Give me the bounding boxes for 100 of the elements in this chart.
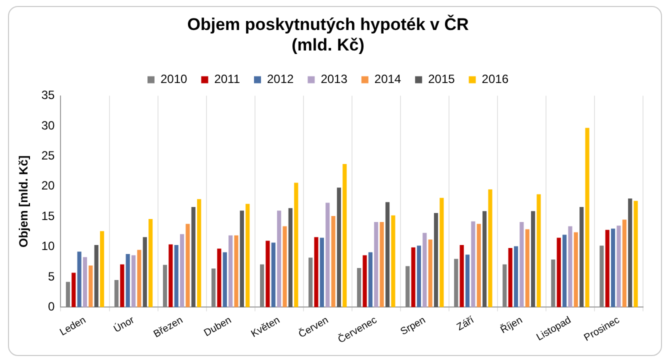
bar <box>428 240 432 308</box>
bar <box>331 216 336 308</box>
bar <box>180 234 184 308</box>
bar <box>82 257 88 308</box>
bar <box>362 255 367 308</box>
bar <box>368 252 372 308</box>
bar <box>611 228 616 308</box>
bar <box>131 255 136 308</box>
bar <box>228 235 233 308</box>
legend-label: 2011 <box>214 72 240 86</box>
legend-label: 2013 <box>320 72 348 86</box>
x-tick-label: Únor <box>112 314 137 336</box>
bar <box>294 182 298 308</box>
bar <box>336 188 342 308</box>
bar <box>374 222 378 308</box>
bar <box>77 252 82 308</box>
bar <box>422 232 427 308</box>
bar <box>148 219 153 308</box>
bar <box>240 210 244 308</box>
bar <box>580 206 584 308</box>
bar <box>391 215 396 308</box>
bar <box>72 272 76 308</box>
bar <box>600 246 604 308</box>
bar <box>531 211 536 308</box>
x-tick-label: Srpen <box>398 314 428 338</box>
bar <box>314 237 318 308</box>
bar <box>114 280 119 308</box>
bar <box>476 224 481 308</box>
bar <box>440 198 444 308</box>
bar <box>186 224 190 308</box>
bar <box>260 264 264 308</box>
bar <box>271 242 276 308</box>
bar <box>217 248 222 308</box>
bar <box>628 198 632 308</box>
bar <box>416 246 422 308</box>
bar <box>282 226 287 308</box>
bar <box>488 189 492 308</box>
bar <box>211 268 216 308</box>
bar <box>137 250 142 308</box>
bar <box>191 206 196 308</box>
bar <box>142 237 147 308</box>
bar <box>616 226 621 308</box>
bar <box>551 259 556 308</box>
bar <box>342 164 347 308</box>
bar <box>585 128 590 308</box>
bar <box>277 210 282 308</box>
y-tick-label: 0 <box>48 300 56 314</box>
bar <box>66 282 70 308</box>
bar <box>460 244 464 308</box>
bar <box>168 244 173 308</box>
bar <box>100 231 104 308</box>
bar <box>174 244 178 308</box>
bar <box>622 220 626 308</box>
bar <box>234 235 238 308</box>
bar <box>605 230 610 308</box>
bar <box>126 254 130 308</box>
y-tick-label: 20 <box>41 178 56 193</box>
bar <box>357 268 362 308</box>
bar <box>246 204 250 308</box>
bar <box>471 221 476 308</box>
x-tick-label: Říjen <box>498 314 525 336</box>
bar <box>406 266 410 308</box>
legend-label: 2010 <box>160 72 188 86</box>
bar <box>502 264 507 308</box>
bar <box>308 258 313 308</box>
bar <box>197 199 202 308</box>
y-tick-label: 35 <box>41 88 56 102</box>
bar <box>288 208 293 308</box>
y-tick-label: 10 <box>41 239 56 254</box>
bar <box>536 194 541 308</box>
bar <box>562 234 567 308</box>
bar <box>326 202 330 308</box>
y-tick-label: 5 <box>48 269 56 284</box>
bar <box>120 264 124 308</box>
bar <box>634 200 638 308</box>
bar <box>266 240 270 308</box>
bar <box>162 264 168 308</box>
bar <box>482 211 487 308</box>
chart-title: Objem poskytnutých hypoték v ČR (mld. Kč) <box>187 14 469 54</box>
bar <box>94 244 98 308</box>
bar <box>556 238 561 308</box>
bar <box>525 229 530 308</box>
legend-label: 2015 <box>428 72 456 86</box>
bar <box>454 258 458 308</box>
bar <box>320 238 324 308</box>
x-tick-label: Září <box>455 314 476 334</box>
legend-label: 2012 <box>267 72 294 86</box>
bar <box>574 232 578 308</box>
y-axis-title: Objem [mld. Kč] <box>16 155 31 248</box>
bar <box>385 202 390 308</box>
bar <box>465 254 470 308</box>
y-tick-label: 15 <box>41 208 56 223</box>
legend-label: 2014 <box>374 72 402 86</box>
bar <box>520 222 524 308</box>
bar <box>514 246 518 308</box>
y-tick-label: 25 <box>41 148 56 163</box>
y-tick-label: 30 <box>41 118 56 132</box>
bar <box>508 248 512 308</box>
bar <box>411 247 416 308</box>
bar <box>568 226 572 308</box>
